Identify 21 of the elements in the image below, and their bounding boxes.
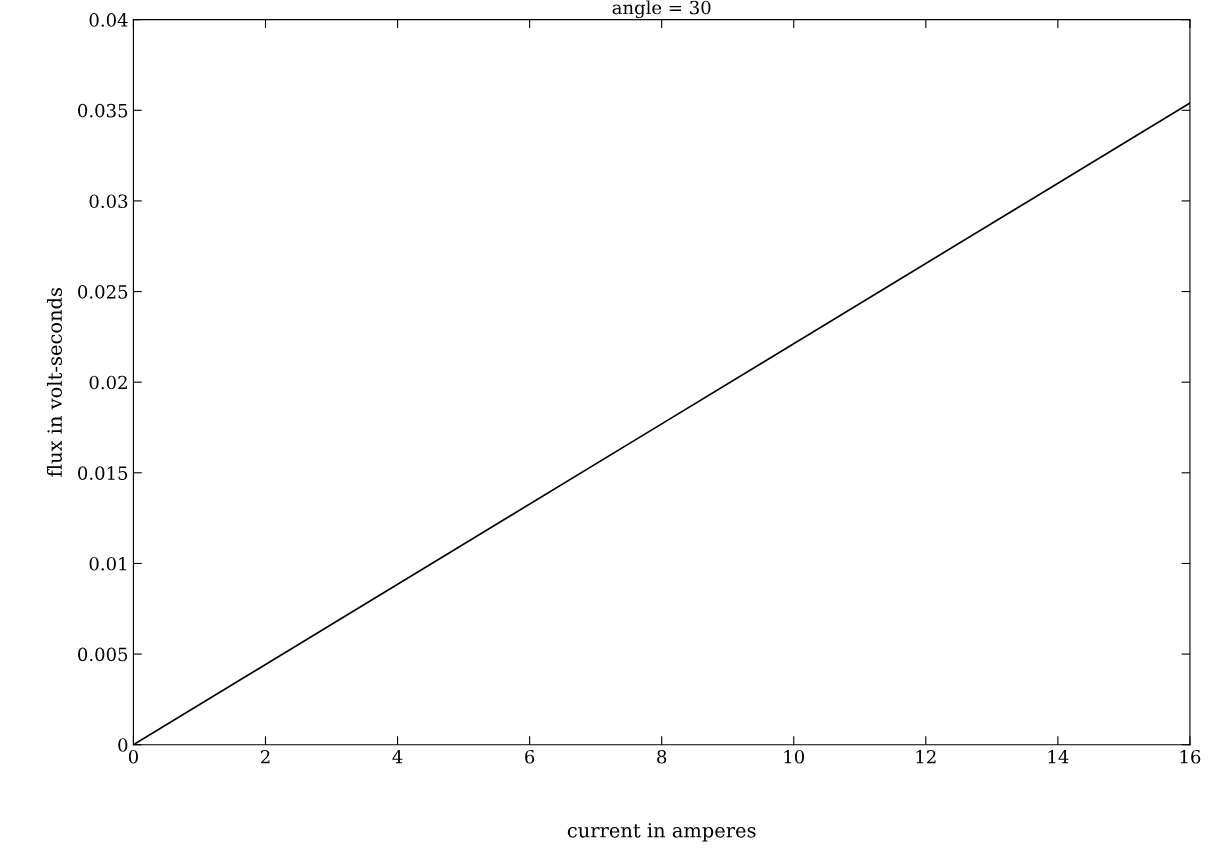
x-tick-label: 2 (260, 749, 270, 764)
x-axis-title: current in amperes (567, 823, 756, 842)
y-tick-label: 0.04 (89, 13, 128, 27)
x-tick-label: 8 (657, 749, 667, 764)
y-tick-label: 0 (118, 738, 128, 752)
y-tick-label: 0.03 (89, 194, 128, 209)
x-tick-label: 6 (525, 749, 535, 764)
x-tick-label: 14 (1048, 749, 1069, 764)
x-tick-label: 0 (128, 749, 138, 764)
x-tick-label: 12 (916, 749, 936, 764)
y-tick-label: 0.02 (89, 375, 127, 390)
x-tick-label: 10 (784, 749, 805, 764)
x-tick-label: 16 (1180, 749, 1201, 764)
y-tick-label: 0.005 (78, 647, 128, 662)
y-tick-label: 0.015 (78, 466, 128, 480)
chart-title: angle = 30 (612, 0, 711, 19)
y-tick-label: 0.025 (78, 285, 128, 299)
y-axis-title: flux in volt-seconds (46, 288, 62, 477)
y-tick-label: 0.01 (89, 556, 126, 571)
y-tick-label: 0.035 (78, 103, 128, 118)
x-tick-label: 4 (392, 749, 403, 764)
